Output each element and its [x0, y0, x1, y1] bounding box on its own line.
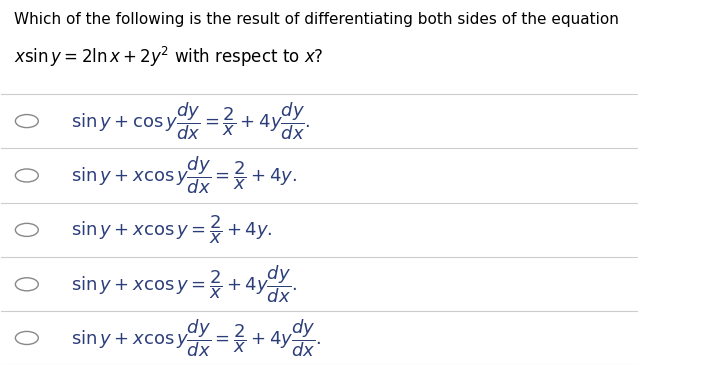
Text: Which of the following is the result of differentiating both sides of the equati: Which of the following is the result of … [14, 12, 619, 27]
Text: $\sin y + x \cos y\dfrac{dy}{dx} = \dfrac{2}{x} + 4y.$: $\sin y + x \cos y\dfrac{dy}{dx} = \dfra… [71, 155, 298, 196]
Text: $\sin y + \cos y\dfrac{dy}{dx} = \dfrac{2}{x} + 4y\dfrac{dy}{dx}.$: $\sin y + \cos y\dfrac{dy}{dx} = \dfrac{… [71, 100, 311, 142]
Text: $\sin y + x \cos y\dfrac{dy}{dx} = \dfrac{2}{x} + 4y\dfrac{dy}{dx}.$: $\sin y + x \cos y\dfrac{dy}{dx} = \dfra… [71, 317, 322, 359]
Text: $\sin y + x \cos y = \dfrac{2}{x} + 4y.$: $\sin y + x \cos y = \dfrac{2}{x} + 4y.$ [71, 214, 273, 246]
Text: $x \sin y = 2 \ln x + 2y^2$ with respect to $x$?: $x \sin y = 2 \ln x + 2y^2$ with respect… [14, 45, 324, 69]
Text: $\sin y + x \cos y = \dfrac{2}{x} + 4y\dfrac{dy}{dx}.$: $\sin y + x \cos y = \dfrac{2}{x} + 4y\d… [71, 264, 298, 305]
